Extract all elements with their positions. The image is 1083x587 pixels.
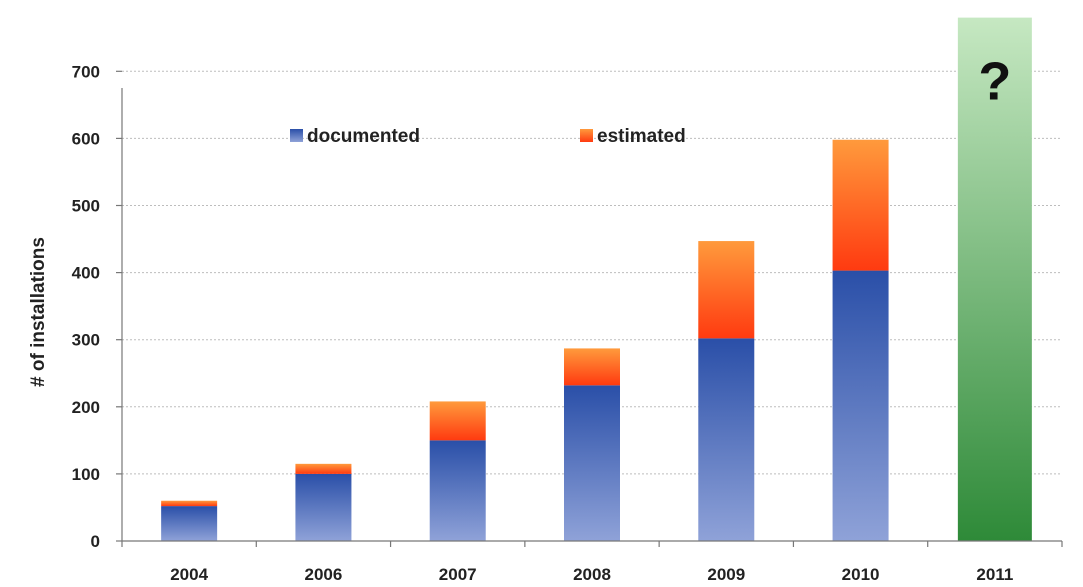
y-tick-label: 600 (72, 129, 100, 148)
bar-documented (832, 270, 889, 541)
y-tick-label: 400 (72, 264, 100, 283)
legend-estimated-swatch (580, 129, 593, 142)
bars: ? (161, 17, 1032, 542)
legend-documented-swatch (290, 129, 303, 142)
y-tick-label: 200 (72, 398, 100, 417)
x-tick-label: 2011 (976, 565, 1013, 584)
bar-documented (295, 473, 352, 541)
y-tick-label: 0 (91, 532, 100, 551)
legend-estimated-label: estimated (597, 126, 686, 147)
bar-documented (429, 440, 486, 541)
legend-documented-label: documented (307, 126, 420, 147)
x-tick-label: 2008 (573, 565, 611, 584)
y-tick-label: 700 (72, 62, 100, 81)
bar-projection (957, 17, 1032, 542)
projection-label: ? (978, 52, 1011, 112)
y-axis-label: # of installations (28, 237, 49, 387)
y-tick-label: 300 (72, 331, 100, 350)
bar-estimated (832, 139, 889, 271)
bar-estimated (564, 348, 620, 386)
x-tick-label: 2006 (305, 565, 343, 584)
bar-estimated (698, 241, 755, 339)
bar-documented (564, 385, 620, 541)
x-tick-label: 2009 (707, 565, 745, 584)
bar-documented (161, 506, 218, 541)
bar-estimated (429, 401, 486, 441)
legend: documented estimated (290, 126, 686, 147)
x-tick-label: 2007 (439, 565, 477, 584)
bar-estimated (295, 463, 352, 474)
y-tick-label: 100 (72, 465, 100, 484)
bar-documented (698, 338, 755, 541)
x-tick-label: 2010 (842, 565, 880, 584)
x-tick-label: 2004 (170, 565, 208, 584)
y-tick-label: 500 (72, 197, 100, 216)
bar-estimated (161, 500, 218, 507)
axes: 0 100 200 300 400 500 600 700 2004 2006 2007 2008 20… (72, 62, 1063, 584)
